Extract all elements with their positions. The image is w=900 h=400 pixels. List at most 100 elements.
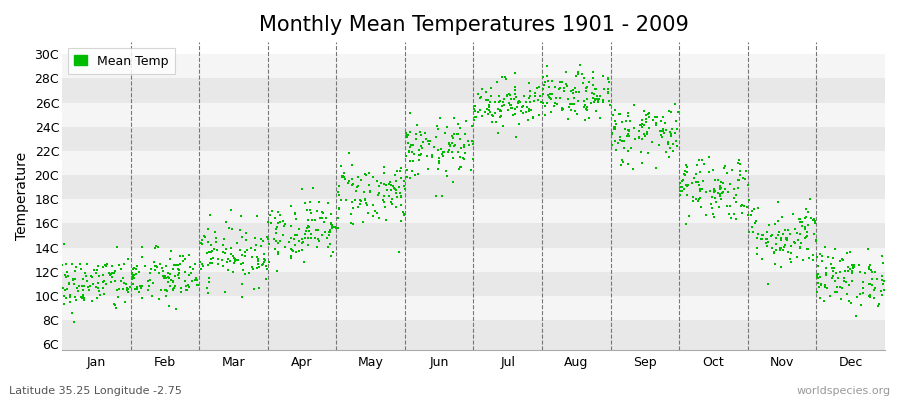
Point bbox=[446, 130, 461, 137]
Point bbox=[765, 232, 779, 238]
Point bbox=[432, 160, 446, 166]
Point bbox=[621, 160, 635, 167]
Point bbox=[508, 91, 523, 97]
Point bbox=[579, 106, 593, 112]
Point bbox=[800, 233, 814, 239]
Point bbox=[608, 126, 622, 132]
Point bbox=[503, 102, 517, 109]
Point bbox=[819, 284, 833, 291]
Bar bbox=[62, 320, 885, 344]
Point bbox=[877, 281, 891, 288]
Point bbox=[704, 201, 718, 207]
Point bbox=[173, 260, 187, 267]
Point bbox=[363, 189, 377, 195]
Point bbox=[104, 270, 119, 276]
Point bbox=[845, 270, 859, 276]
Point bbox=[786, 211, 800, 217]
Point bbox=[394, 175, 409, 182]
Point bbox=[585, 90, 599, 96]
Point bbox=[375, 197, 390, 203]
Point bbox=[315, 215, 329, 222]
Point bbox=[171, 262, 185, 268]
Point bbox=[568, 73, 582, 79]
Point bbox=[303, 235, 318, 241]
Point bbox=[224, 251, 238, 258]
Point bbox=[675, 176, 689, 183]
Point bbox=[813, 274, 827, 280]
Point bbox=[255, 262, 269, 268]
Point bbox=[95, 264, 110, 270]
Point bbox=[534, 99, 548, 106]
Point bbox=[445, 140, 459, 146]
Point bbox=[410, 122, 425, 128]
Point bbox=[425, 152, 439, 158]
Point bbox=[204, 242, 219, 248]
Point bbox=[428, 144, 442, 150]
Point bbox=[621, 110, 635, 116]
Point bbox=[760, 243, 775, 249]
Point bbox=[742, 212, 756, 218]
Point bbox=[404, 142, 419, 148]
Point bbox=[80, 284, 94, 290]
Point bbox=[172, 267, 186, 273]
Point bbox=[302, 228, 316, 234]
Point bbox=[265, 220, 279, 226]
Point bbox=[405, 149, 419, 156]
Point bbox=[641, 150, 655, 157]
Point bbox=[751, 205, 765, 212]
Point bbox=[876, 260, 890, 266]
Point bbox=[67, 281, 81, 287]
Point bbox=[394, 218, 409, 224]
Point bbox=[484, 92, 499, 99]
Point bbox=[271, 240, 285, 246]
Point bbox=[211, 261, 225, 267]
Point bbox=[145, 293, 159, 299]
Point bbox=[582, 79, 597, 85]
Point bbox=[639, 119, 653, 126]
Point bbox=[396, 209, 410, 216]
Point bbox=[410, 136, 424, 143]
Point bbox=[66, 276, 80, 282]
Point bbox=[128, 286, 142, 292]
Point bbox=[366, 202, 381, 208]
Point bbox=[809, 237, 824, 244]
Point bbox=[142, 277, 157, 284]
Point bbox=[388, 186, 402, 192]
Bar bbox=[62, 175, 885, 199]
Point bbox=[176, 252, 190, 259]
Point bbox=[227, 254, 241, 261]
Point bbox=[86, 281, 101, 288]
Point bbox=[621, 127, 635, 134]
Point bbox=[737, 202, 751, 209]
Point bbox=[652, 142, 666, 148]
Point bbox=[862, 266, 877, 272]
Point bbox=[699, 189, 714, 196]
Point bbox=[96, 290, 111, 297]
Point bbox=[572, 88, 586, 95]
Point bbox=[797, 235, 812, 241]
Point bbox=[802, 255, 816, 261]
Point bbox=[284, 253, 298, 260]
Point bbox=[331, 215, 346, 222]
Point bbox=[406, 142, 420, 148]
Point bbox=[687, 175, 701, 181]
Point bbox=[289, 215, 303, 222]
Point bbox=[670, 109, 685, 116]
Point bbox=[104, 271, 118, 277]
Point bbox=[852, 262, 867, 268]
Point bbox=[779, 235, 794, 241]
Point bbox=[620, 148, 634, 154]
Point bbox=[530, 97, 544, 103]
Point bbox=[269, 230, 284, 236]
Point bbox=[178, 269, 193, 275]
Point bbox=[578, 102, 592, 108]
Point bbox=[77, 270, 92, 276]
Point bbox=[168, 283, 183, 290]
Point bbox=[322, 228, 337, 235]
Point bbox=[158, 274, 172, 281]
Point bbox=[711, 190, 725, 197]
Point bbox=[808, 220, 823, 226]
Point bbox=[776, 231, 790, 238]
Point bbox=[236, 267, 250, 273]
Point bbox=[437, 129, 452, 136]
